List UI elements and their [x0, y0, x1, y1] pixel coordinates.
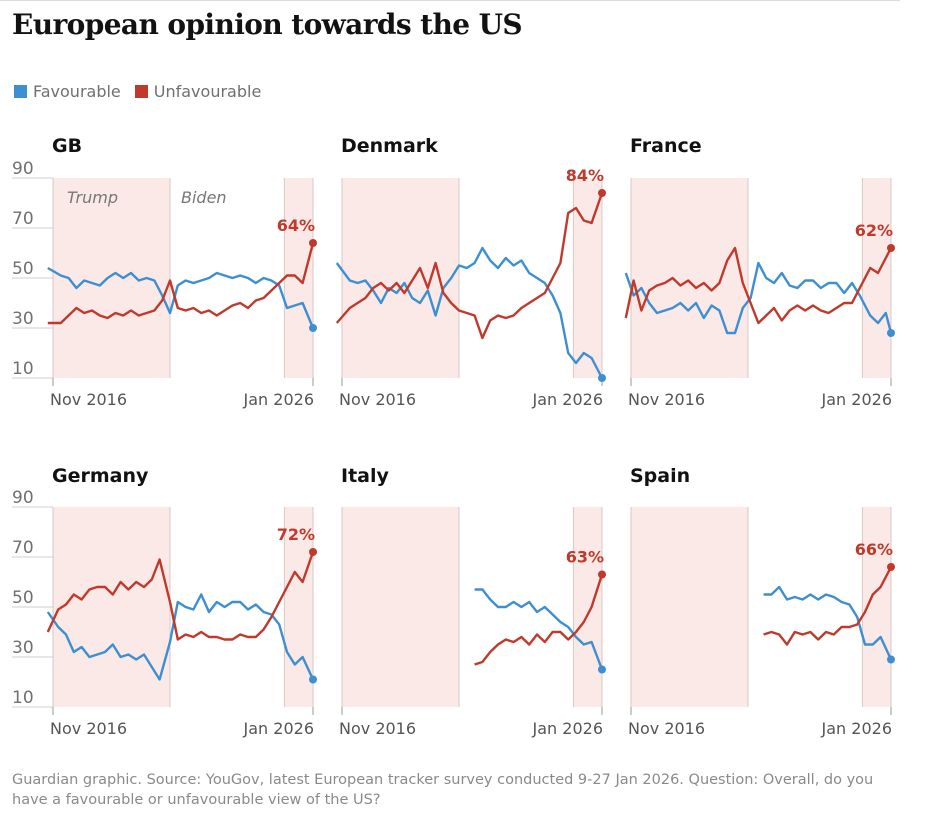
unfavourable-line: [624, 246, 893, 325]
x-tick-label: Nov 2016: [50, 390, 127, 409]
x-tick-label: Jan 2026: [243, 390, 314, 409]
x-tick-label: Nov 2016: [628, 719, 705, 738]
favourable-line: [763, 585, 893, 661]
top-rule: [0, 0, 900, 1]
panel-italy: Italy Nov 2016 Jan 2026 63%: [339, 465, 606, 738]
y-tick-label: 50: [12, 588, 34, 608]
panel-title: Denmark: [341, 135, 438, 157]
trump-term-shade: [342, 507, 459, 707]
unfavourable-line: [763, 566, 893, 646]
panel-title: France: [630, 135, 702, 157]
panel-france: France Nov 2016 Jan 2026 62%: [624, 135, 895, 409]
era-label-trump: Trump: [67, 188, 118, 207]
legend-unfavourable-label: Unfavourable: [153, 82, 262, 101]
y-tick-label: 30: [12, 309, 34, 329]
panel-denmark: Denmark Nov 2016 Jan 2026 84%: [335, 135, 606, 409]
y-tick-label: 30: [12, 638, 34, 658]
y-tick-label: 70: [12, 209, 34, 229]
x-tick-label: Jan 2026: [821, 390, 892, 409]
panel-spain: Spain Nov 2016 Jan 2026 66%: [628, 465, 895, 738]
trump-term-shade: [342, 178, 459, 378]
unfavourable-line: [47, 242, 315, 325]
trump-term-shade: [53, 178, 170, 378]
x-tick-label: Jan 2026: [243, 719, 314, 738]
y-tick-label: 10: [12, 688, 34, 708]
y-tick-label: 90: [12, 488, 34, 508]
unfavourable-end-point: [309, 239, 317, 247]
x-tick-label: Nov 2016: [50, 719, 127, 738]
unfavourable-end-label: 72%: [277, 525, 315, 544]
favourable-end-point: [309, 675, 317, 684]
unfavourable-end-label: 64%: [277, 216, 315, 235]
trump-term-shade: [573, 507, 602, 707]
favourable-line: [46, 593, 315, 681]
trump-term-shade: [631, 507, 748, 707]
favourable-line: [47, 266, 315, 329]
y-tick-label: 50: [12, 259, 34, 279]
unfavourable-end-point: [598, 189, 606, 197]
legend-favourable: Favourable: [14, 82, 121, 101]
unfavourable-end-label: 66%: [855, 540, 893, 559]
panel-title: Italy: [341, 465, 389, 487]
legend-unfavourable: Unfavourable: [134, 82, 262, 101]
unfavourable-end-point: [887, 244, 895, 252]
x-tick-label: Jan 2026: [532, 390, 603, 409]
unfavourable-end-label: 62%: [855, 221, 893, 240]
legend-unfavourable-swatch: [134, 85, 148, 98]
unfavourable-end-label: 84%: [566, 166, 604, 185]
favourable-end-point: [887, 329, 895, 337]
panel-title: GB: [52, 135, 82, 157]
favourable-line: [335, 246, 604, 379]
favourable-end-point: [598, 665, 606, 674]
legend: Favourable Unfavourable: [14, 82, 275, 101]
trump-term-shade: [862, 178, 891, 378]
favourable-line: [624, 261, 893, 335]
panel-gb: 10 30 50 70 90 GB Nov 2016 Jan 2026 Trump Biden 64…: [12, 135, 317, 409]
x-tick-label: Nov 2016: [339, 390, 416, 409]
y-tick-label: 10: [12, 359, 34, 379]
panel-germany: 10 30 50 70 90 Germany Nov 2016 Jan 2026 72%: [12, 465, 317, 738]
legend-favourable-label: Favourable: [33, 82, 121, 101]
unfavourable-end-point: [309, 548, 317, 556]
trump-term-shade: [631, 178, 748, 378]
chart-title: European opinion towards the US: [12, 8, 523, 41]
unfavourable-line: [474, 574, 604, 666]
x-tick-label: Jan 2026: [821, 719, 892, 738]
era-label-biden: Biden: [181, 188, 227, 207]
x-tick-label: Nov 2016: [628, 390, 705, 409]
unfavourable-line: [335, 192, 604, 340]
unfavourable-line: [46, 551, 315, 641]
favourable-end-point: [598, 374, 606, 382]
trump-term-shade: [53, 507, 170, 707]
y-tick-label: 70: [12, 538, 34, 558]
unfavourable-end-label: 63%: [566, 548, 604, 567]
x-tick-label: Jan 2026: [532, 719, 603, 738]
panel-title: Spain: [630, 465, 690, 487]
trump-term-shade: [284, 507, 313, 707]
panel-title: Germany: [52, 465, 149, 487]
favourable-end-point: [887, 655, 895, 664]
favourable-line: [474, 588, 604, 670]
unfavourable-end-point: [887, 563, 895, 571]
source-note: Guardian graphic. Source: YouGov, latest…: [12, 772, 874, 808]
y-tick-label: 90: [12, 159, 34, 179]
legend-favourable-swatch: [14, 85, 27, 98]
favourable-end-point: [309, 324, 317, 332]
unfavourable-end-point: [598, 570, 606, 579]
x-tick-label: Nov 2016: [339, 719, 416, 738]
